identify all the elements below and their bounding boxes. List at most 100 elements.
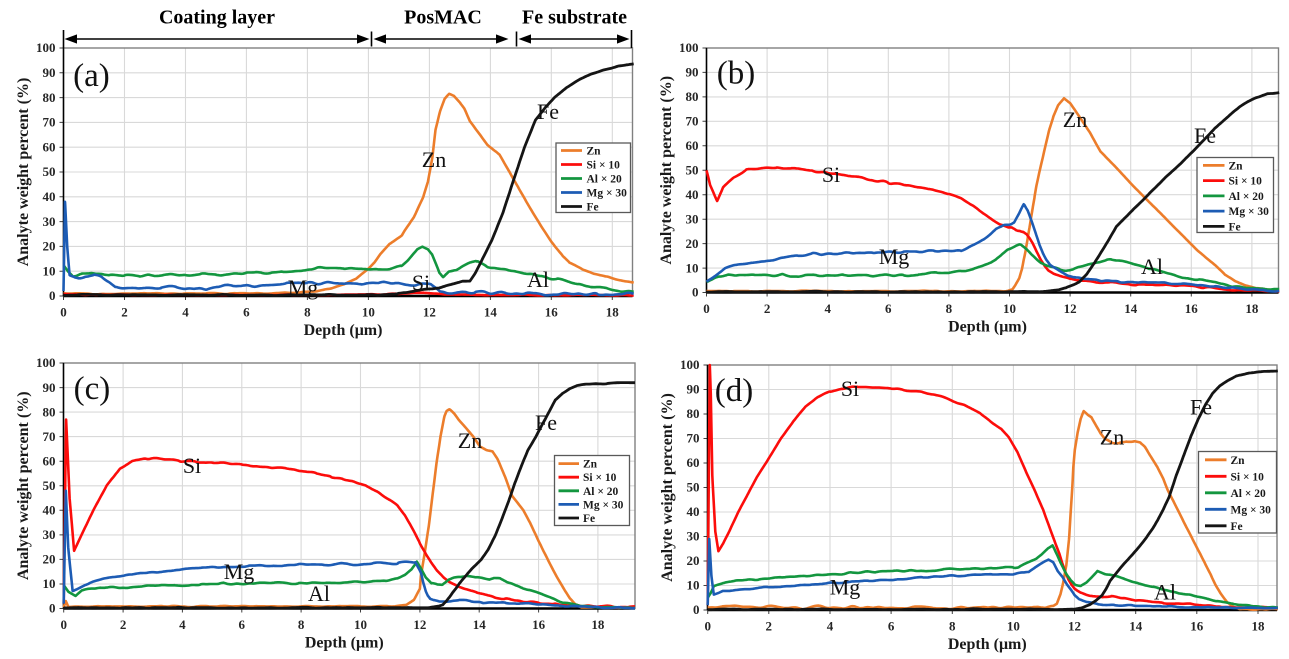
svg-text:Al: Al	[1154, 580, 1176, 605]
svg-text:80: 80	[686, 89, 699, 104]
svg-text:(a): (a)	[73, 58, 110, 94]
svg-text:Zn: Zn	[1231, 455, 1246, 467]
svg-text:6: 6	[888, 619, 895, 634]
svg-text:Zn: Zn	[587, 146, 602, 158]
svg-text:Fe: Fe	[535, 410, 557, 435]
svg-text:70: 70	[43, 429, 56, 444]
svg-text:14: 14	[1124, 301, 1138, 316]
svg-text:16: 16	[545, 305, 559, 320]
svg-text:PosMAC: PosMAC	[404, 7, 482, 29]
svg-text:6: 6	[885, 301, 892, 316]
svg-text:Si: Si	[183, 453, 201, 478]
svg-text:14: 14	[1129, 619, 1143, 634]
svg-text:2: 2	[764, 301, 771, 316]
svg-text:14: 14	[473, 617, 487, 632]
svg-text:60: 60	[686, 138, 699, 153]
svg-text:18: 18	[606, 305, 620, 320]
svg-text:Si × 10: Si × 10	[587, 160, 621, 172]
svg-text:50: 50	[43, 478, 56, 493]
svg-text:60: 60	[43, 139, 56, 154]
svg-text:Analyte weight percent (%): Analyte weight percent (%)	[659, 393, 676, 582]
svg-text:8: 8	[304, 305, 311, 320]
svg-text:Fe: Fe	[1194, 123, 1216, 148]
svg-text:Al: Al	[308, 581, 330, 606]
svg-text:Fe: Fe	[1190, 395, 1212, 420]
svg-text:Analyte weight percent (%): Analyte weight percent (%)	[658, 76, 675, 265]
svg-text:10: 10	[43, 576, 56, 591]
svg-text:Depth (μm): Depth (μm)	[304, 322, 383, 339]
svg-text:Si: Si	[841, 376, 859, 401]
svg-text:Depth (μm): Depth (μm)	[948, 636, 1027, 653]
svg-text:18: 18	[591, 617, 605, 632]
svg-text:(c): (c)	[74, 371, 111, 407]
svg-text:12: 12	[423, 305, 436, 320]
svg-text:100: 100	[680, 357, 700, 372]
svg-text:0: 0	[703, 301, 710, 316]
svg-text:Zn: Zn	[1100, 425, 1124, 450]
svg-text:Si: Si	[822, 162, 840, 187]
svg-text:10: 10	[1003, 301, 1016, 316]
svg-text:50: 50	[43, 164, 56, 179]
svg-text:Mg: Mg	[224, 559, 255, 584]
svg-text:Analyte weight percent (%): Analyte weight percent (%)	[15, 78, 32, 267]
svg-text:2: 2	[121, 305, 128, 320]
svg-text:2: 2	[766, 619, 773, 634]
svg-text:(d): (d)	[715, 373, 753, 409]
svg-text:8: 8	[949, 619, 956, 634]
svg-text:10: 10	[1007, 619, 1020, 634]
svg-text:100: 100	[679, 40, 699, 55]
svg-text:30: 30	[43, 214, 56, 229]
svg-text:Mg: Mg	[879, 244, 910, 269]
svg-text:40: 40	[687, 504, 700, 519]
svg-text:4: 4	[827, 619, 834, 634]
svg-text:Si × 10: Si × 10	[1231, 471, 1265, 483]
svg-text:Mg × 30: Mg × 30	[583, 499, 624, 511]
svg-text:20: 20	[686, 236, 699, 251]
svg-text:Mg: Mg	[830, 575, 861, 600]
svg-text:30: 30	[43, 527, 56, 542]
svg-text:12: 12	[1068, 619, 1081, 634]
svg-text:20: 20	[43, 239, 56, 254]
svg-text:Al: Al	[1141, 254, 1163, 279]
svg-text:Fe: Fe	[583, 513, 595, 525]
svg-text:Coating layer: Coating layer	[159, 7, 275, 29]
svg-text:4: 4	[179, 617, 186, 632]
svg-text:8: 8	[946, 301, 953, 316]
svg-text:0: 0	[60, 617, 67, 632]
svg-text:Zn: Zn	[1063, 107, 1087, 132]
svg-text:Zn: Zn	[583, 459, 598, 471]
svg-text:Zn: Zn	[1229, 160, 1244, 172]
svg-text:70: 70	[687, 431, 700, 446]
svg-text:0: 0	[692, 285, 699, 300]
svg-text:10: 10	[362, 305, 375, 320]
svg-text:90: 90	[43, 65, 56, 80]
svg-text:Al × 20: Al × 20	[587, 174, 623, 186]
svg-text:80: 80	[687, 406, 700, 421]
svg-text:40: 40	[43, 189, 56, 204]
svg-text:Fe: Fe	[1231, 521, 1243, 533]
svg-text:Al × 20: Al × 20	[583, 486, 619, 498]
svg-text:2: 2	[120, 617, 127, 632]
svg-text:12: 12	[1064, 301, 1077, 316]
svg-text:Si × 10: Si × 10	[1229, 176, 1263, 188]
svg-text:Mg × 30: Mg × 30	[587, 188, 628, 200]
svg-text:6: 6	[243, 305, 250, 320]
svg-text:90: 90	[43, 380, 56, 395]
svg-text:0: 0	[704, 619, 711, 634]
svg-text:4: 4	[824, 301, 831, 316]
svg-text:90: 90	[686, 65, 699, 80]
svg-text:40: 40	[686, 187, 699, 202]
svg-text:20: 20	[687, 553, 700, 568]
svg-text:80: 80	[43, 404, 56, 419]
svg-text:80: 80	[43, 90, 56, 105]
svg-text:0: 0	[49, 288, 56, 303]
svg-text:Depth (μm): Depth (μm)	[948, 319, 1027, 336]
svg-text:40: 40	[43, 503, 56, 518]
svg-text:30: 30	[686, 211, 699, 226]
svg-text:Al × 20: Al × 20	[1229, 191, 1265, 203]
svg-text:50: 50	[686, 162, 699, 177]
svg-text:Mg × 30: Mg × 30	[1231, 504, 1272, 516]
svg-text:Si × 10: Si × 10	[583, 472, 617, 484]
svg-text:12: 12	[413, 617, 426, 632]
svg-text:Fe: Fe	[1229, 221, 1241, 233]
